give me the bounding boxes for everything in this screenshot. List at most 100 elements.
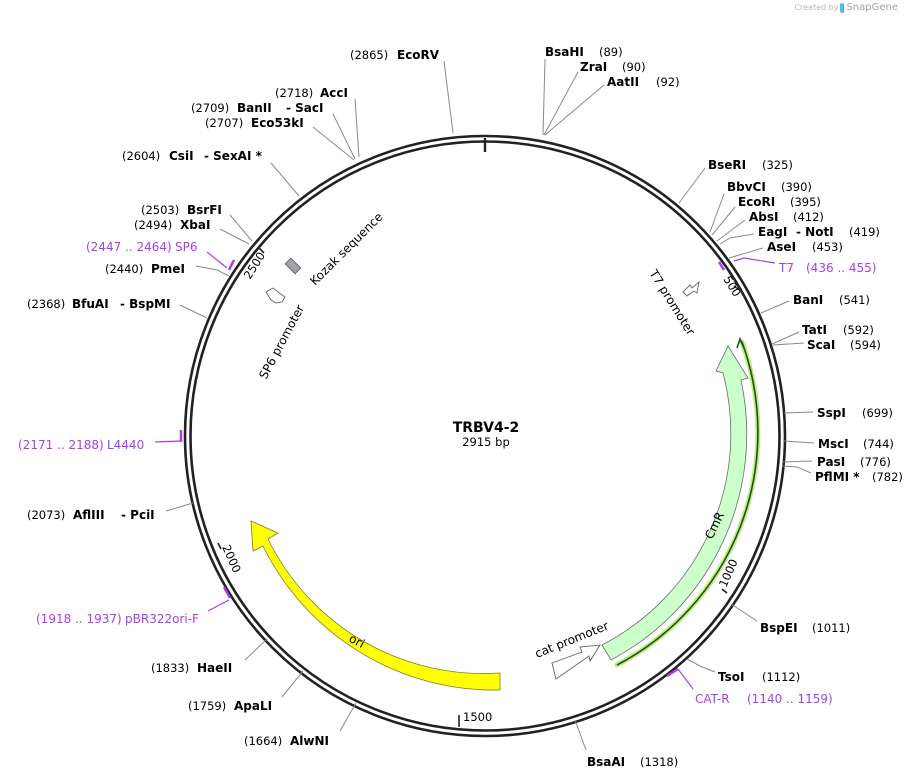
enzyme-site[interactable]: SspI (699) (783, 406, 893, 420)
tick-1500: 1500 (458, 710, 492, 727)
svg-text:(1140 .. 1159): (1140 .. 1159) (747, 692, 833, 706)
enzyme-site[interactable]: (2707) Eco53kI (205, 116, 355, 161)
enzyme-site[interactable]: BsaAI (1318) (574, 719, 678, 769)
svg-text:(2707): (2707) (205, 116, 243, 130)
svg-text:(2494): (2494) (134, 218, 172, 232)
svg-text:AccI: AccI (320, 86, 348, 100)
svg-text:(2503): (2503) (141, 203, 179, 217)
svg-text:BanII: BanII (237, 101, 272, 115)
svg-text:ZraI: ZraI (580, 60, 607, 74)
svg-text:CsiI: CsiI (169, 149, 194, 163)
svg-text:(2171 .. 2188): (2171 .. 2188) (18, 438, 104, 452)
svg-text:(541): (541) (839, 293, 870, 307)
svg-text:CAT-R: CAT-R (695, 692, 730, 706)
svg-text:BfuAI: BfuAI (72, 297, 109, 311)
enzyme-site[interactable]: MscI (744) (783, 437, 894, 451)
enzyme-site[interactable]: AbsI (412) (716, 210, 824, 242)
svg-text:(1759): (1759) (188, 699, 226, 713)
primer-l4440[interactable]: (2171 .. 2188) L4440 (18, 430, 183, 452)
svg-text:(744): (744) (863, 437, 894, 451)
svg-text:(782): (782) (872, 470, 903, 484)
ori-label: ori (347, 631, 367, 651)
svg-text:(1664): (1664) (244, 734, 282, 748)
credit-brand: SnapGene (846, 2, 898, 13)
primer-t7[interactable]: T7 (436 .. 455) (717, 257, 876, 275)
sp6-promoter-label: SP6 promoter (256, 302, 307, 381)
svg-text:(453): (453) (812, 240, 843, 254)
svg-text:EagI: EagI (758, 225, 787, 239)
svg-text:(699): (699) (862, 406, 893, 420)
enzyme-site[interactable]: (2709) BanII - SacI (191, 101, 356, 160)
svg-text:L4440: L4440 (107, 438, 144, 452)
enzyme-site[interactable]: AseI (453) (728, 240, 843, 259)
enzyme-site[interactable]: TatI (592) (771, 323, 874, 345)
primer-cat-r[interactable]: CAT-R (1140 .. 1159) (666, 667, 833, 706)
svg-text:AatII: AatII (607, 75, 639, 89)
svg-text:(90): (90) (622, 60, 646, 74)
svg-text:- SexAI *: - SexAI * (204, 149, 263, 163)
svg-text:(89): (89) (599, 45, 623, 59)
enzyme-site[interactable]: BspEI (1011) (730, 603, 850, 635)
enzyme-site[interactable]: (1664) AlwNI (244, 702, 357, 748)
enzyme-site[interactable]: ScaI (594) (772, 338, 881, 352)
svg-text:(594): (594) (850, 338, 881, 352)
enzyme-site[interactable]: (2368) BfuAI - BspMI (27, 297, 208, 319)
svg-text:(1112): (1112) (762, 670, 800, 684)
svg-text:AbsI: AbsI (749, 210, 778, 224)
svg-text:BsaHI: BsaHI (545, 45, 584, 59)
enzyme-site[interactable]: (2440) PmeI (105, 262, 230, 277)
enzyme-site[interactable]: (2503) BsrFI (141, 203, 253, 242)
svg-text:AflIII: AflIII (73, 508, 105, 522)
feature-cmr[interactable]: CmR (601, 345, 749, 661)
svg-text:(395): (395) (790, 195, 821, 209)
primer-sp6[interactable]: (2447 .. 2464) SP6 (86, 240, 236, 271)
svg-text:MscI: MscI (818, 437, 849, 451)
svg-text:HaeII: HaeII (197, 661, 232, 675)
enzyme-site[interactable]: (2865) EcoRV (350, 48, 454, 134)
enzyme-site[interactable]: PasI (776) (782, 455, 891, 469)
svg-text:(2718): (2718) (275, 86, 313, 100)
svg-text:BsrFI: BsrFI (187, 203, 222, 217)
enzyme-site[interactable]: (2604) CsiI - SexAI * (122, 149, 300, 197)
svg-text:(2073): (2073) (27, 508, 65, 522)
feature-kozak-sequence[interactable]: Kozak sequence (284, 210, 386, 288)
feature-ori[interactable]: ori (250, 520, 501, 691)
enzyme-site[interactable]: BbvCI (390) (709, 180, 812, 233)
svg-text:(2709): (2709) (191, 101, 229, 115)
enzyme-site[interactable]: ZraI (90) (543, 60, 646, 136)
enzyme-site[interactable]: EcoRI (395) (711, 195, 821, 236)
svg-text:- BspMI: - BspMI (120, 297, 170, 311)
svg-text:(2368): (2368) (27, 297, 65, 311)
enzyme-site[interactable]: EagI - NotI (419) (719, 225, 880, 245)
feature-t7-promoter[interactable]: T7 promoter (646, 266, 700, 338)
svg-text:AlwNI: AlwNI (290, 734, 329, 748)
svg-text:PmeI: PmeI (151, 262, 185, 276)
enzyme-site[interactable]: BseRI (325) (678, 158, 793, 204)
enzyme-site[interactable]: (2494) XbaI (134, 218, 250, 245)
svg-text:BanI: BanI (793, 293, 823, 307)
feature-sp6-promoter[interactable]: SP6 promoter (256, 287, 307, 381)
svg-text:XbaI: XbaI (180, 218, 210, 232)
enzyme-site[interactable]: AatII (92) (544, 75, 680, 136)
enzyme-site[interactable]: BsaHI (89) (542, 45, 623, 136)
feature-cat-promoter[interactable]: cat promoter (533, 618, 611, 680)
enzyme-site[interactable]: (2073) AflIII - PciI (27, 502, 194, 522)
svg-text:pBR322ori-F: pBR322ori-F (125, 612, 199, 626)
svg-text:SP6: SP6 (175, 240, 198, 254)
enzyme-site[interactable]: (1833) HaeII (151, 638, 268, 675)
enzyme-site[interactable]: BanI (541) (760, 293, 870, 314)
svg-text:- SacI: - SacI (286, 101, 323, 115)
svg-text:- NotI: - NotI (796, 225, 834, 239)
svg-text:(419): (419) (849, 225, 880, 239)
t7-promoter-label: T7 promoter (646, 266, 698, 337)
credit-prefix: Created by (794, 3, 839, 12)
enzyme-site[interactable]: TsoI (1112) (686, 658, 800, 684)
primer-pbr322ori-f[interactable]: (1918 .. 1937) pBR322ori-F (36, 586, 232, 626)
svg-text:BspEI: BspEI (760, 621, 798, 635)
enzyme-site[interactable]: (1759) ApaLI (188, 670, 304, 713)
enzyme-site[interactable]: (2718) AccI (275, 86, 360, 158)
enzyme-site[interactable]: PflMI * (782) (781, 465, 903, 484)
svg-text:(2604): (2604) (122, 149, 160, 163)
plasmid-name: TRBV4-2 (453, 420, 520, 436)
orf-indicator (614, 336, 761, 668)
